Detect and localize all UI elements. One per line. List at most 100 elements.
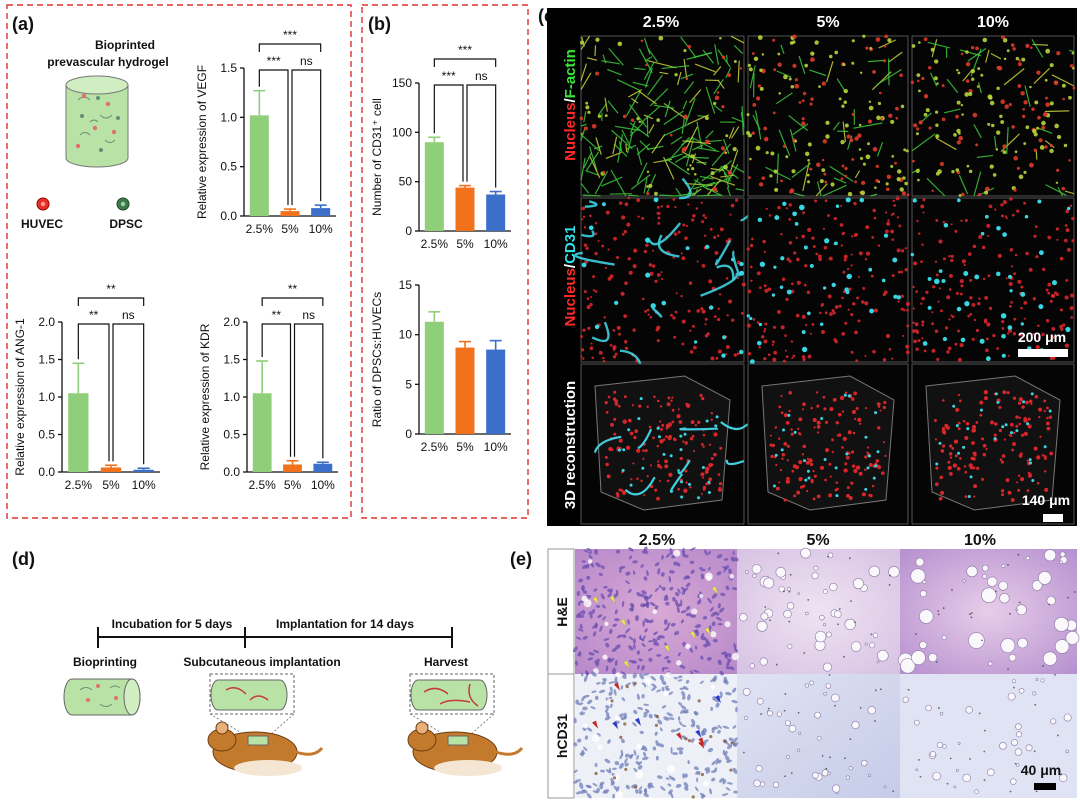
scale-bar-40 (1034, 783, 1056, 790)
bar-2.5% (424, 321, 444, 434)
hydrogel-title-line1: Bioprinted (95, 38, 155, 52)
chart-kdr: 0.0 0.5 1.0 1.5 2.0 Relative expression of KD… (198, 282, 338, 492)
chart-cd31: 0 50 100 150 Number of CD31⁺ cell 2.5% 5% 10% **… (370, 43, 511, 251)
significance-bracket (112, 323, 145, 465)
row-label-3d-reconstruction: 3D reconstruction (562, 381, 579, 509)
panel-c-micrographs: 2.5% 5% 10% Nucleus/F-actin Nucleus/CD31… (547, 8, 1077, 526)
hydrogel-title-line2: prevascular hydrogel (47, 55, 168, 69)
y-tick-label: 10 (399, 328, 413, 342)
y-axis-label: Relative expression of ANG-1 (13, 318, 27, 476)
bar-5% (283, 464, 302, 472)
significance-bracket (293, 323, 324, 459)
scale-bar-140 (1043, 514, 1063, 522)
step-bioprinting: Bioprinting (73, 655, 137, 669)
chart-vegf: 0.0 0.5 1.0 1.5 Relative expression of VEGF 2… (195, 28, 336, 236)
y-tick-label: 2.0 (223, 315, 240, 329)
x-tick-label: 10% (484, 237, 508, 251)
bar-5% (100, 467, 122, 472)
chart-ang1: 0.0 0.5 1.0 1.5 2.0 Relative expression of AN… (13, 282, 160, 492)
bar-2.5% (252, 393, 272, 472)
y-tick-label: 50 (399, 175, 413, 189)
histology-texture-3 (898, 549, 1080, 674)
x-tick-label: 10% (132, 478, 156, 492)
y-axis-label: Relative expression of KDR (198, 323, 212, 470)
bar-10% (313, 463, 333, 472)
micrograph-r1-c3 (910, 35, 1076, 197)
x-tick-label: 10% (484, 440, 508, 454)
row-label-hcd31: hCD31 (554, 714, 570, 759)
x-tick-label: 5% (456, 237, 474, 251)
y-tick-label: 15 (399, 278, 413, 292)
row-label-nucleus-cd31: Nucleus/CD31 (562, 226, 579, 327)
significance-bracket (258, 69, 289, 206)
micrograph-r3-c2 (747, 363, 909, 525)
scale-bar-label-40: 40 μm (1021, 762, 1061, 778)
x-tick-label: 5% (456, 440, 474, 454)
phase-implantation: Implantation for 14 days (276, 617, 414, 631)
hcd31-row-label-box (547, 673, 575, 799)
y-axis-label: Number of CD31⁺ cell (370, 98, 384, 216)
panel-b-frame (361, 4, 529, 519)
significance-label: ns (475, 69, 488, 83)
bar-2.5% (249, 115, 269, 216)
panel-c-col-header-2: 5% (816, 14, 839, 31)
hydrogel-cylinder-body (65, 84, 129, 168)
significance-bracket (258, 43, 322, 52)
y-tick-label: 0.5 (38, 428, 55, 442)
bar-10% (486, 349, 506, 434)
y-axis-label: Ratio of DPSCs:HUVECs (370, 292, 384, 427)
micrograph-r3-c1 (580, 363, 749, 525)
panel-e-col-header-2: 5% (806, 532, 829, 549)
x-tick-label: 2.5% (421, 440, 449, 454)
row-label-nucleus-factin: Nucleus/F-actin (562, 49, 579, 161)
panel-a-label: (a) (12, 14, 34, 34)
panel-e-col-header-1: 2.5% (639, 532, 675, 549)
y-tick-label: 1.0 (223, 390, 240, 404)
significance-label: *** (458, 43, 472, 57)
panel-a-frame (6, 4, 352, 519)
significance-bracket (261, 297, 324, 306)
y-tick-label: 100 (392, 125, 412, 139)
bar-5% (455, 347, 475, 434)
y-tick-label: 0.0 (220, 209, 237, 223)
histology-texture-2 (739, 547, 900, 672)
panel-b-label: (b) (368, 14, 391, 34)
hydrogel-illustration: Bioprinted prevascular hydrogel HUVEC DP… (21, 38, 169, 231)
bar-2.5% (68, 393, 89, 472)
x-tick-label: 10% (311, 478, 335, 492)
micrograph-r1-c2 (746, 34, 910, 197)
y-axis-label: Relative expression of VEGF (195, 65, 209, 219)
y-tick-label: 2.0 (38, 315, 55, 329)
chart-ratio: 0 5 10 15 Ratio of DPSCs:HUVECs 2.5% 5% 10% (370, 278, 511, 454)
significance-label: ** (106, 282, 116, 296)
panel-d-label: (d) (12, 549, 35, 569)
step-subcutaneous-implantation: Subcutaneous implantation (183, 655, 340, 669)
x-tick-label: 2.5% (246, 222, 274, 236)
bar-10% (133, 469, 154, 472)
x-tick-label: 5% (102, 478, 120, 492)
significance-bracket (291, 69, 322, 206)
bar-charts: 0.0 0.5 1.0 1.5 Relative expression of VEGF 2… (13, 28, 511, 492)
dpsc-label: DPSC (109, 217, 143, 231)
significance-label: *** (442, 69, 456, 83)
panel-d-timeline: Incubation for 5 days Implantation for 1… (63, 617, 524, 776)
significance-label: *** (267, 54, 281, 68)
y-tick-label: 0.5 (223, 428, 240, 442)
harvest-mouse-icon (407, 673, 524, 776)
significance-label: ** (272, 308, 282, 322)
panel-e-histology: 2.5% 5% 10% H&E hCD31 40 μm (547, 532, 1080, 799)
y-tick-label: 1.5 (220, 61, 237, 75)
bioprinted-construct-icon (63, 678, 141, 716)
panel-c-col-header-3: 10% (977, 14, 1009, 31)
significance-bracket (77, 323, 110, 462)
hydrogel-cylinder-top (65, 75, 129, 95)
histology-texture-4 (572, 671, 739, 799)
hcd31-10-image (900, 674, 1077, 798)
x-tick-label: 2.5% (65, 478, 93, 492)
significance-bracket (433, 58, 497, 67)
micrograph-r1-c1 (579, 35, 745, 197)
bar-10% (486, 194, 506, 231)
panel-e-col-header-3: 10% (964, 532, 996, 549)
micrograph-r2-c3 (910, 197, 1075, 363)
